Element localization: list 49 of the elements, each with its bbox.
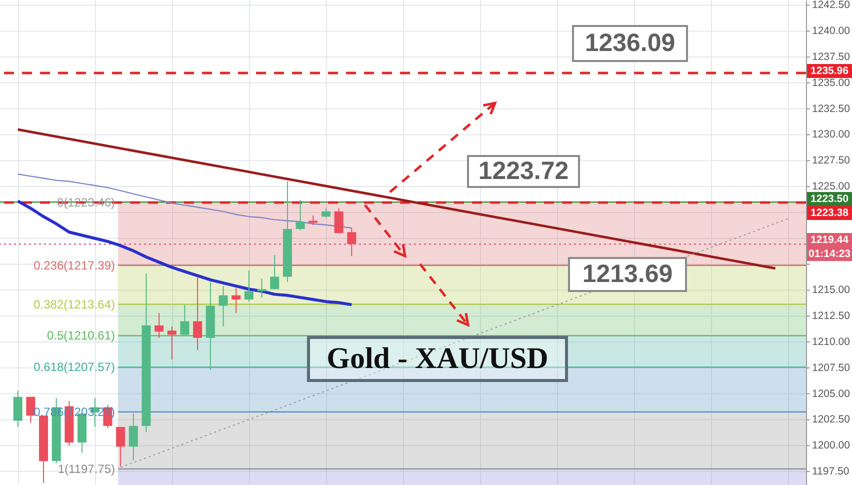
y-tick-label: 1215.00 xyxy=(812,284,850,296)
candlestick xyxy=(13,390,22,428)
ref-line-label: 0.236(1217.39) xyxy=(34,258,115,272)
y-tick-label: 1207.50 xyxy=(812,362,850,374)
y-tick-label: 1205.00 xyxy=(812,388,850,400)
y-tick-label: 1235.00 xyxy=(812,76,850,89)
candlestick xyxy=(116,426,126,467)
ref-line-label: 0.618(1207.57) xyxy=(34,360,115,374)
y-tick-label: 1197.50 xyxy=(812,466,850,478)
line-series xyxy=(17,174,352,229)
y-tick-label: 1242.50 xyxy=(812,0,850,12)
candlestick xyxy=(270,254,280,290)
annotation: 1236.09 xyxy=(572,25,688,62)
ref-line-label: 0.382(1213.64) xyxy=(34,297,115,312)
candlestick xyxy=(347,227,356,256)
candlestick xyxy=(193,276,202,351)
y-tick-label: 1227.50 xyxy=(812,154,850,167)
y-tick-label: 1200.00 xyxy=(812,440,850,452)
annotation: 1213.69 xyxy=(568,257,687,292)
candlestick xyxy=(244,270,254,302)
candlestick xyxy=(308,215,318,226)
candlestick xyxy=(167,326,176,360)
candlestick xyxy=(232,288,241,314)
ref-line-label: 1(1197.75) xyxy=(58,462,115,476)
ref-line-label: 0.5(1210.61) xyxy=(46,328,115,343)
candlestick xyxy=(321,208,330,218)
y-tick-label: 1240.00 xyxy=(812,25,850,38)
candlestick xyxy=(218,286,228,327)
text: 1219.44 xyxy=(807,233,852,247)
annotation: Gold - XAU/USD xyxy=(307,336,568,382)
y-tick-label: 1230.00 xyxy=(812,128,850,141)
y-tick-label: 1202.50 xyxy=(812,414,850,426)
candlestick xyxy=(26,396,36,424)
candlestick xyxy=(257,278,266,298)
annotation: 1223.72 xyxy=(467,155,580,188)
y-tick-label: 1210.00 xyxy=(812,336,850,348)
text: 01:14:23 xyxy=(807,247,852,261)
candlestick xyxy=(180,304,190,336)
text: 1235.96 xyxy=(807,64,852,78)
y-tick-label: 1212.50 xyxy=(812,310,850,322)
y-tick-label: 1232.50 xyxy=(812,102,850,115)
candlestick xyxy=(128,412,138,461)
candlestick xyxy=(334,208,344,234)
candlestick xyxy=(154,312,164,338)
text: 1223.38 xyxy=(807,206,852,220)
text: 1223.50 xyxy=(807,192,852,206)
candlestick xyxy=(296,200,305,231)
y-tick-label: 1225.00 xyxy=(812,180,850,193)
y-tick-label: 1237.50 xyxy=(812,51,850,63)
